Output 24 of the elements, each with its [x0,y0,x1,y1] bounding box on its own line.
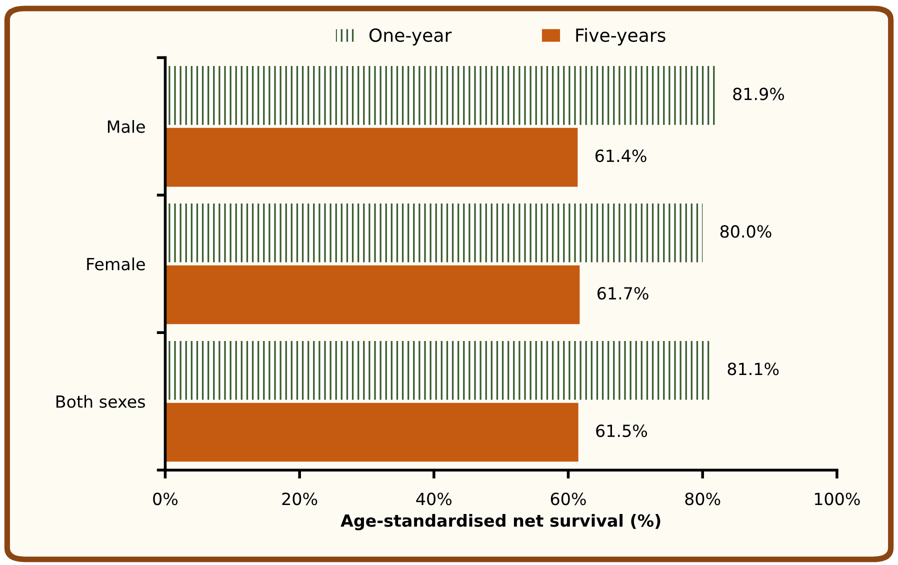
data-label: 80.0% [720,225,772,238]
legend-label: Five-years [576,28,666,46]
bar [165,204,703,262]
x-tick-label: 100% [814,492,860,506]
data-label: 81.1% [728,362,779,376]
bar [165,265,580,324]
x-tick-label: 20% [282,492,318,506]
bar [165,402,578,462]
data-label: 81.9% [733,88,784,100]
data-label: 61.7% [598,287,648,300]
x-axis-title: Age-standardised net survival (%) [340,514,660,530]
bar [165,341,710,400]
legend-label: One-year [369,28,452,46]
data-label: 61.5% [596,424,648,438]
data-label: 61.4% [595,150,646,162]
bar [165,128,578,187]
y-tick-label: Male [108,120,145,133]
bar [165,66,716,125]
y-tick-label: Both sexes [56,395,145,408]
x-tick-label: 0% [153,492,178,506]
x-tick-label: 80% [685,492,720,506]
y-tick-label: Female [87,258,145,270]
x-tick-label: 40% [416,492,452,506]
x-tick-label: 60% [550,492,586,506]
